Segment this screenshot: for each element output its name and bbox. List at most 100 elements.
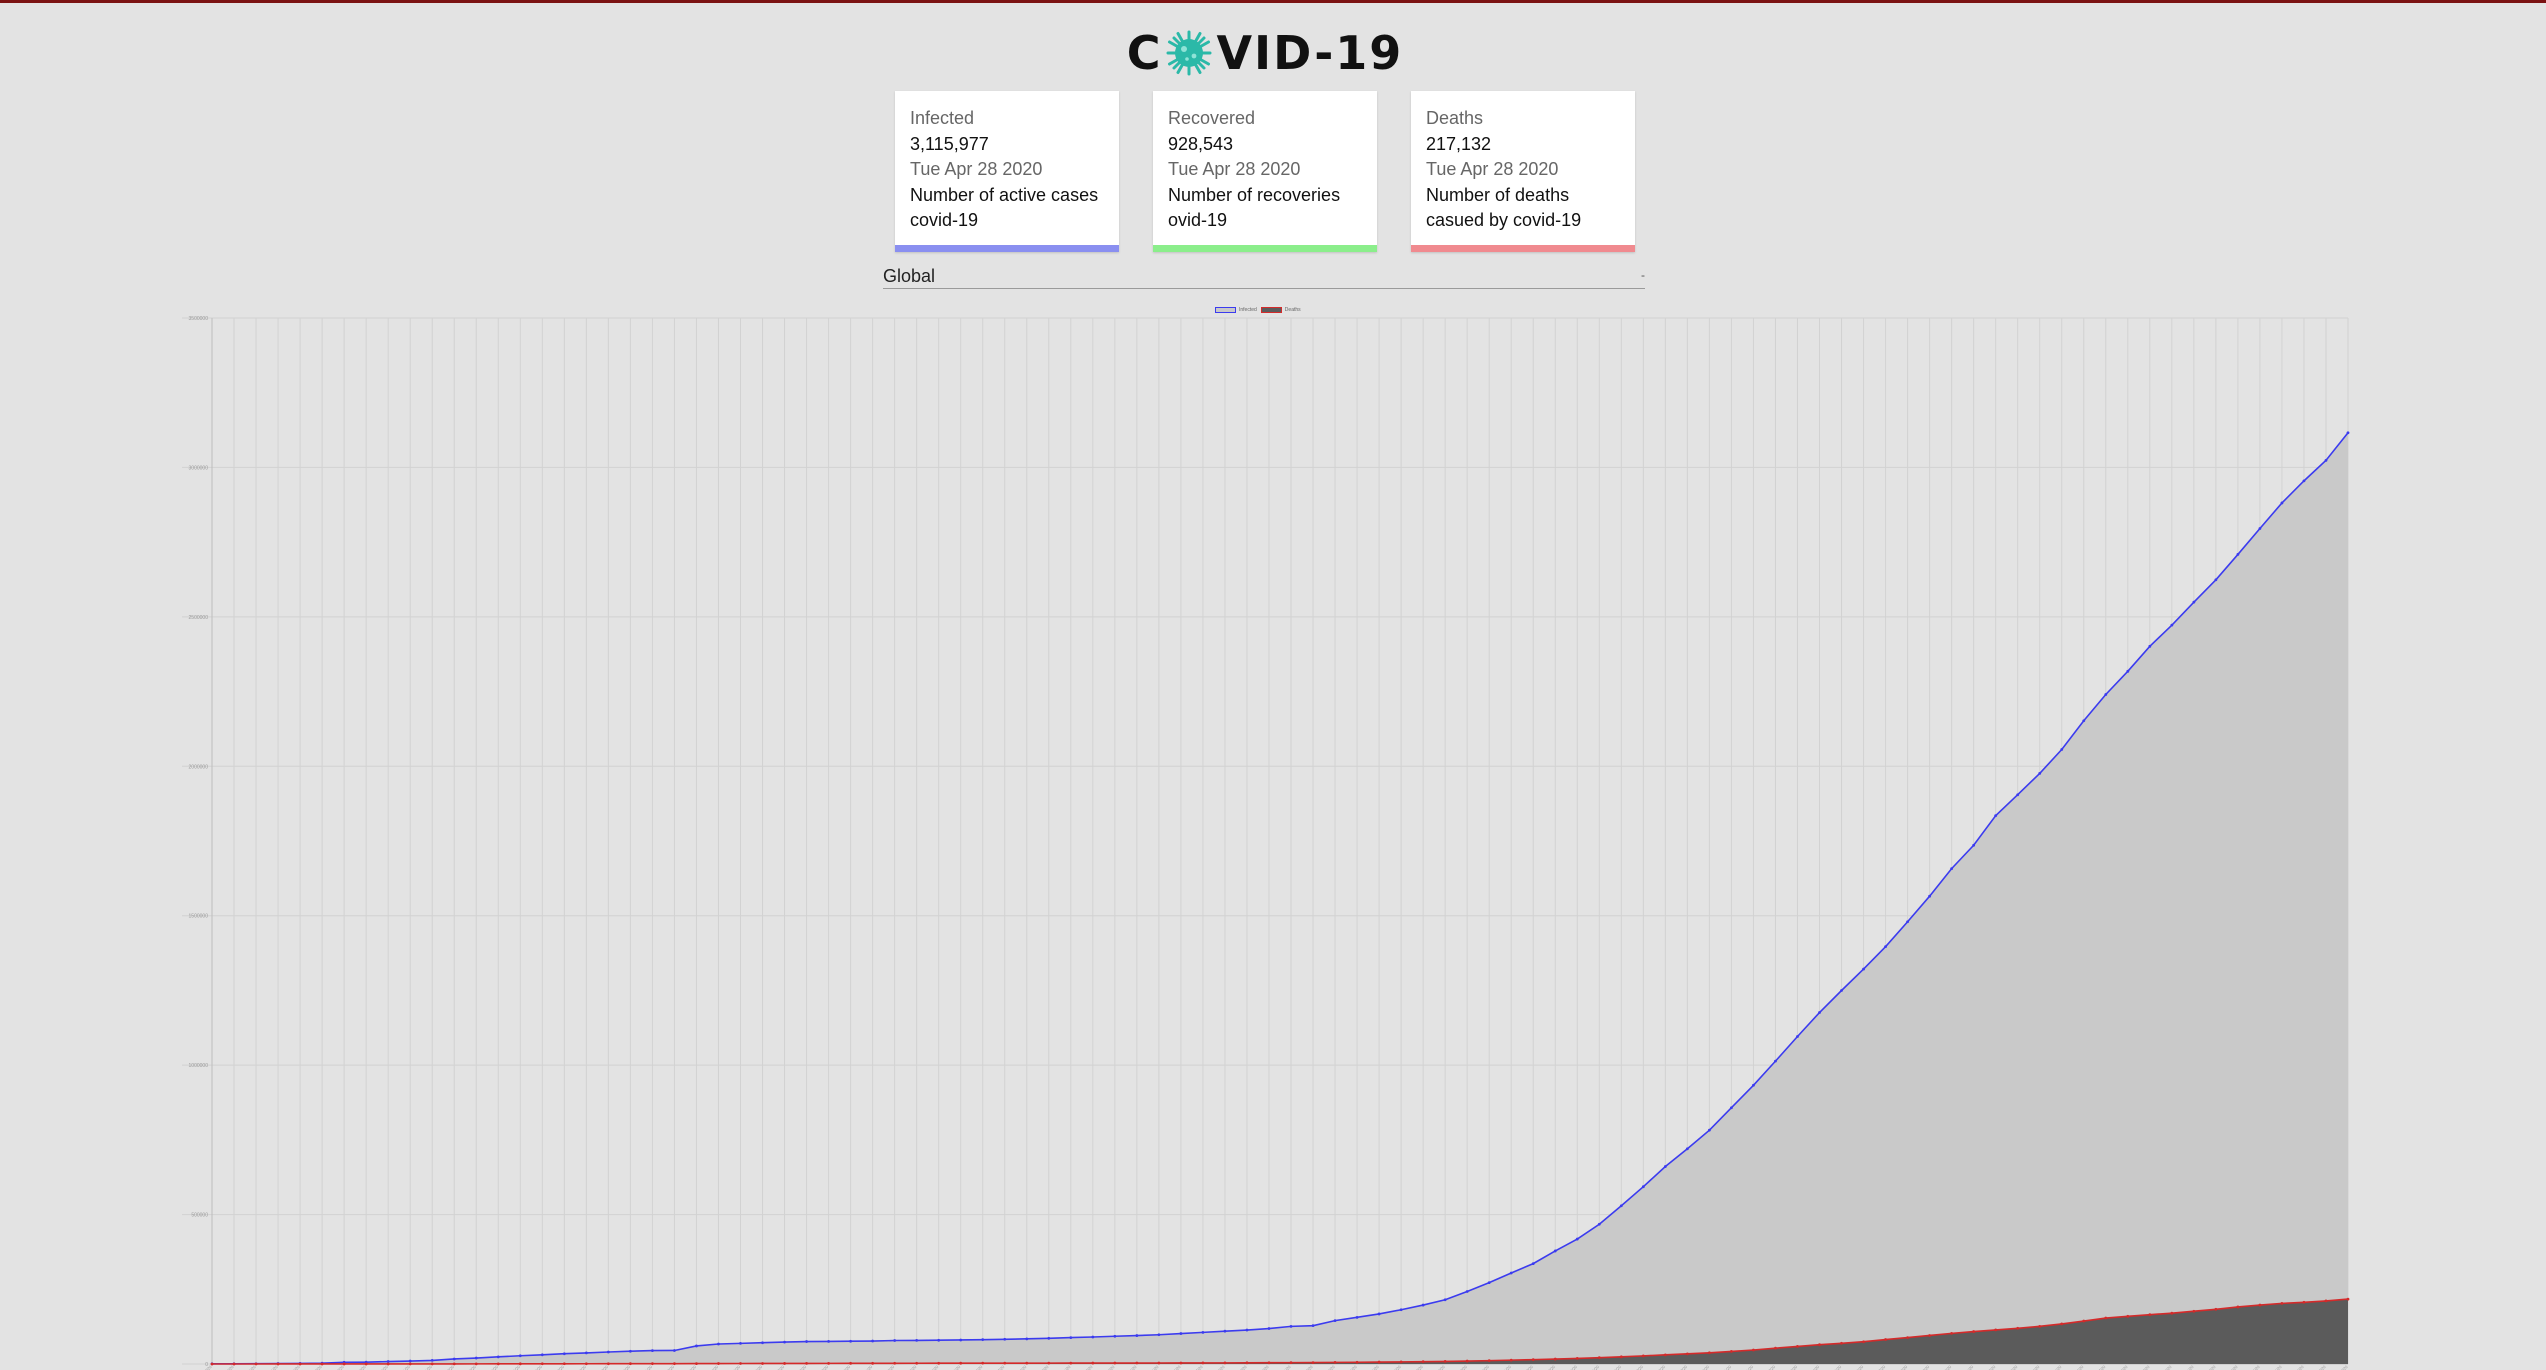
- point-deaths: [1157, 1361, 1161, 1365]
- point-infected: [827, 1339, 830, 1343]
- point-deaths: [1708, 1351, 1711, 1355]
- point-infected: [959, 1338, 963, 1342]
- legend-label-infected: Infected: [1239, 307, 1257, 313]
- x-tick-label: 4/2/20: [1765, 1364, 1777, 1370]
- line-deaths: [212, 1298, 2349, 1365]
- point-deaths: [2280, 1301, 2284, 1305]
- point-infected: [893, 1339, 897, 1342]
- x-tick-label: 4/26/20: [2292, 1364, 2306, 1370]
- x-tick-label: 3/23/20: [1543, 1364, 1557, 1370]
- point-infected: [1818, 1011, 1821, 1014]
- point-infected: [496, 1355, 500, 1359]
- point-infected: [1752, 1083, 1755, 1087]
- app-logo: C VID-19: [0, 22, 2530, 84]
- x-tick-label: 2/21/20: [860, 1364, 874, 1370]
- point-infected: [2038, 772, 2042, 775]
- point-infected: [1091, 1335, 1095, 1339]
- x-tick-label: 3/21/20: [1499, 1364, 1513, 1370]
- x-tick-label: 4/16/20: [2071, 1364, 2085, 1370]
- point-deaths: [210, 1362, 214, 1366]
- point-infected: [1641, 1185, 1645, 1189]
- point-deaths: [1003, 1361, 1007, 1365]
- point-deaths: [2148, 1313, 2152, 1317]
- x-tick-label: 3/13/20: [1323, 1364, 1337, 1370]
- point-infected: [915, 1338, 919, 1342]
- point-infected: [1597, 1222, 1601, 1226]
- top-accent-bar: [0, 0, 2546, 3]
- line-infected: [211, 432, 2349, 1365]
- point-infected: [1840, 989, 1843, 992]
- point-infected: [2214, 578, 2218, 582]
- point-deaths: [2302, 1300, 2306, 1304]
- x-tick-label: 3/20/20: [1477, 1364, 1491, 1370]
- x-tick-label: 4/9/20: [1919, 1364, 1931, 1370]
- point-deaths: [673, 1362, 676, 1366]
- point-deaths: [298, 1362, 302, 1366]
- point-deaths: [717, 1362, 720, 1365]
- point-deaths: [1840, 1341, 1843, 1345]
- point-deaths: [584, 1362, 588, 1366]
- x-tick-label: 1/24/20: [244, 1364, 258, 1370]
- point-infected: [1972, 843, 1976, 847]
- x-tick-label: 3/7/20: [1192, 1364, 1204, 1370]
- point-infected: [1179, 1332, 1183, 1335]
- point-infected: [2082, 719, 2086, 723]
- recovered-card: Recovered 928,543 Tue Apr 28 2020 Number…: [1153, 91, 1377, 252]
- recovered-label: Recovered: [1168, 108, 1256, 128]
- legend-swatch-infected: [1215, 307, 1236, 313]
- point-deaths: [1113, 1361, 1117, 1365]
- x-tick-label: 3/25/20: [1587, 1364, 1601, 1370]
- point-deaths: [2324, 1299, 2328, 1303]
- country-select-value: Global: [883, 266, 936, 286]
- point-deaths: [783, 1362, 786, 1365]
- x-tick-label: 3/11/20: [1279, 1364, 1292, 1370]
- point-deaths: [1818, 1343, 1821, 1347]
- x-tick-label: 1/23/20: [222, 1364, 236, 1370]
- point-deaths: [2192, 1309, 2196, 1313]
- point-deaths: [2082, 1319, 2086, 1323]
- x-tick-label: 4/10/20: [1939, 1364, 1953, 1370]
- point-infected: [1487, 1281, 1491, 1285]
- point-deaths: [805, 1362, 808, 1365]
- point-deaths: [1465, 1359, 1469, 1363]
- point-deaths: [2258, 1303, 2262, 1307]
- point-deaths: [2126, 1314, 2130, 1318]
- point-deaths: [320, 1362, 324, 1366]
- point-deaths: [1796, 1345, 1799, 1348]
- point-deaths: [915, 1361, 919, 1365]
- x-tick-label: 4/23/20: [2226, 1364, 2240, 1370]
- x-tick-label: 2/7/20: [554, 1364, 566, 1370]
- x-tick-label: 3/31/20: [1719, 1364, 1733, 1370]
- point-deaths: [871, 1361, 875, 1365]
- x-tick-label: 4/7/20: [1875, 1364, 1887, 1370]
- point-infected: [2126, 669, 2130, 673]
- x-tick-label: 4/11/20: [1962, 1364, 1975, 1370]
- point-deaths: [1377, 1360, 1381, 1364]
- y-tick-label: 1500000: [189, 914, 209, 920]
- y-tick-label: 3500000: [189, 316, 209, 322]
- point-deaths: [2060, 1322, 2064, 1326]
- x-tick-label: 1/31/20: [398, 1364, 412, 1370]
- point-infected: [1928, 894, 1932, 898]
- point-deaths: [1399, 1360, 1403, 1364]
- deaths-date: Tue Apr 28 2020: [1426, 159, 1559, 179]
- x-tick-label: 3/6/20: [1170, 1364, 1182, 1370]
- point-infected: [2192, 600, 2196, 604]
- point-infected: [1531, 1262, 1535, 1265]
- legend-item-infected[interactable]: Infected: [1215, 307, 1257, 313]
- point-infected: [1355, 1315, 1359, 1319]
- x-tick-label: 2/15/20: [728, 1364, 742, 1370]
- country-select[interactable]: Global -: [883, 262, 1645, 289]
- point-infected: [849, 1339, 852, 1343]
- x-tick-label: 1/28/20: [332, 1364, 346, 1370]
- x-tick-label: 4/25/20: [2270, 1364, 2284, 1370]
- point-deaths: [342, 1362, 346, 1366]
- legend-item-deaths[interactable]: Deaths: [1260, 307, 1301, 313]
- point-infected: [1884, 945, 1887, 949]
- point-infected: [1333, 1319, 1337, 1323]
- point-deaths: [959, 1361, 963, 1365]
- point-infected: [1003, 1337, 1007, 1341]
- point-deaths: [651, 1362, 654, 1366]
- point-deaths: [1575, 1357, 1579, 1360]
- x-tick-label: 3/28/20: [1653, 1364, 1667, 1370]
